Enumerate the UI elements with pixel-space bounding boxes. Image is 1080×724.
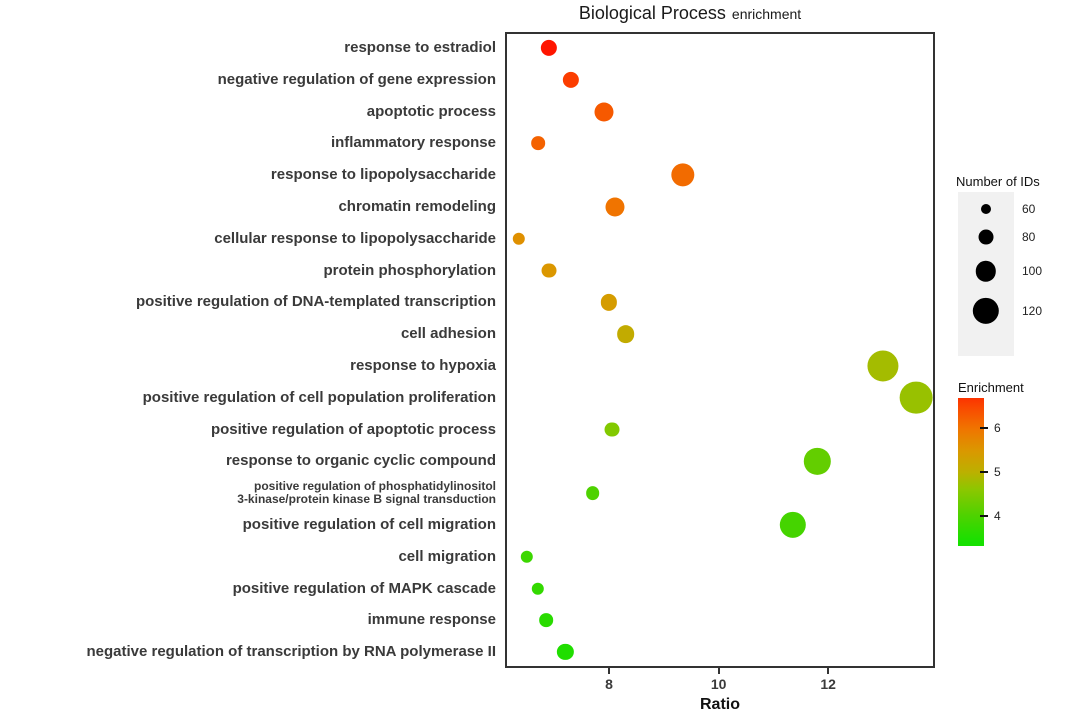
bubble [512, 232, 525, 245]
y-axis-label: immune response [367, 611, 496, 629]
size-legend-circle [975, 260, 997, 282]
color-legend-tick-label: 4 [994, 508, 1001, 523]
bubble [804, 448, 831, 475]
plot-area [505, 32, 935, 668]
x-tick-label: 12 [820, 676, 836, 692]
y-axis-label: cellular response to lipopolysaccharide [214, 229, 496, 247]
y-axis-label: positive regulation of phosphatidylinosi… [237, 479, 496, 507]
chart-title: Biological Process enrichment [420, 3, 960, 24]
bubble [616, 325, 635, 343]
color-legend-tick-label: 5 [994, 465, 1001, 479]
bubble [779, 511, 806, 539]
y-axis-label: negative regulation of gene expression [217, 70, 496, 88]
size-legend-title: Number of IDs [956, 174, 1040, 189]
y-axis-label: positive regulation of apoptotic process [210, 420, 496, 438]
color-legend-tick-mark [980, 514, 988, 517]
color-legend-tick-mark [980, 427, 988, 430]
size-legend-circle [972, 297, 1000, 324]
size-legend-label: 80 [1022, 230, 1036, 245]
y-axis-label: inflammatory response [330, 134, 496, 152]
y-axis-label: negative regulation of transcription by … [86, 643, 496, 660]
x-tick-mark [608, 668, 611, 674]
bubble [899, 381, 933, 415]
color-legend-title: Enrichment [958, 380, 1024, 395]
bubble [557, 643, 574, 661]
bubble [671, 163, 695, 187]
y-axis-label: response to organic cyclic compound [225, 452, 496, 470]
x-tick-mark [717, 668, 720, 674]
bubble [604, 422, 620, 437]
size-legend-label: 120 [1022, 303, 1043, 318]
y-axis-label: cell migration [398, 547, 496, 565]
y-axis-label: positive regulation of DNA-templated tra… [135, 293, 496, 311]
chart-title-main: Biological Process [578, 3, 726, 23]
bubble [562, 71, 579, 88]
bubble [531, 136, 545, 151]
bubble [540, 39, 557, 57]
x-tick-label: 10 [710, 676, 727, 692]
color-legend-gradient [958, 398, 984, 546]
bubble [520, 550, 534, 563]
y-axis-label: response to estradiol [344, 38, 496, 56]
size-legend-circle [981, 204, 991, 214]
bubble [867, 350, 899, 382]
color-legend-tick-mark [980, 471, 988, 473]
size-legend-label: 60 [1022, 202, 1036, 216]
y-axis-label: response to lipopolysaccharide [270, 166, 496, 183]
bubble [539, 613, 553, 628]
y-axis-label: positive regulation of MAPK cascade [232, 579, 496, 597]
x-tick-label: 8 [605, 676, 613, 692]
y-axis-label: positive regulation of cell population p… [142, 388, 496, 406]
y-axis-label: apoptotic process [366, 102, 496, 120]
y-axis-label: protein phosphorylation [323, 261, 497, 279]
y-axis-label: positive regulation of cell migration [242, 515, 496, 533]
color-legend-tick-label: 6 [994, 421, 1001, 436]
bubble [541, 263, 557, 278]
bubble [594, 101, 614, 122]
chart-title-sub: enrichment [731, 6, 802, 22]
bubble [605, 197, 625, 217]
bubble [585, 486, 600, 500]
x-tick-mark [827, 668, 830, 674]
size-legend-label: 100 [1022, 264, 1043, 279]
y-axis-label: chromatin remodeling [338, 197, 496, 215]
y-axis-label: response to hypoxia [350, 356, 496, 374]
x-axis-title: Ratio [700, 696, 740, 713]
bubble [600, 294, 618, 311]
size-legend-circle [978, 229, 994, 245]
y-axis-label: cell adhesion [400, 325, 496, 342]
bubble [531, 582, 545, 595]
